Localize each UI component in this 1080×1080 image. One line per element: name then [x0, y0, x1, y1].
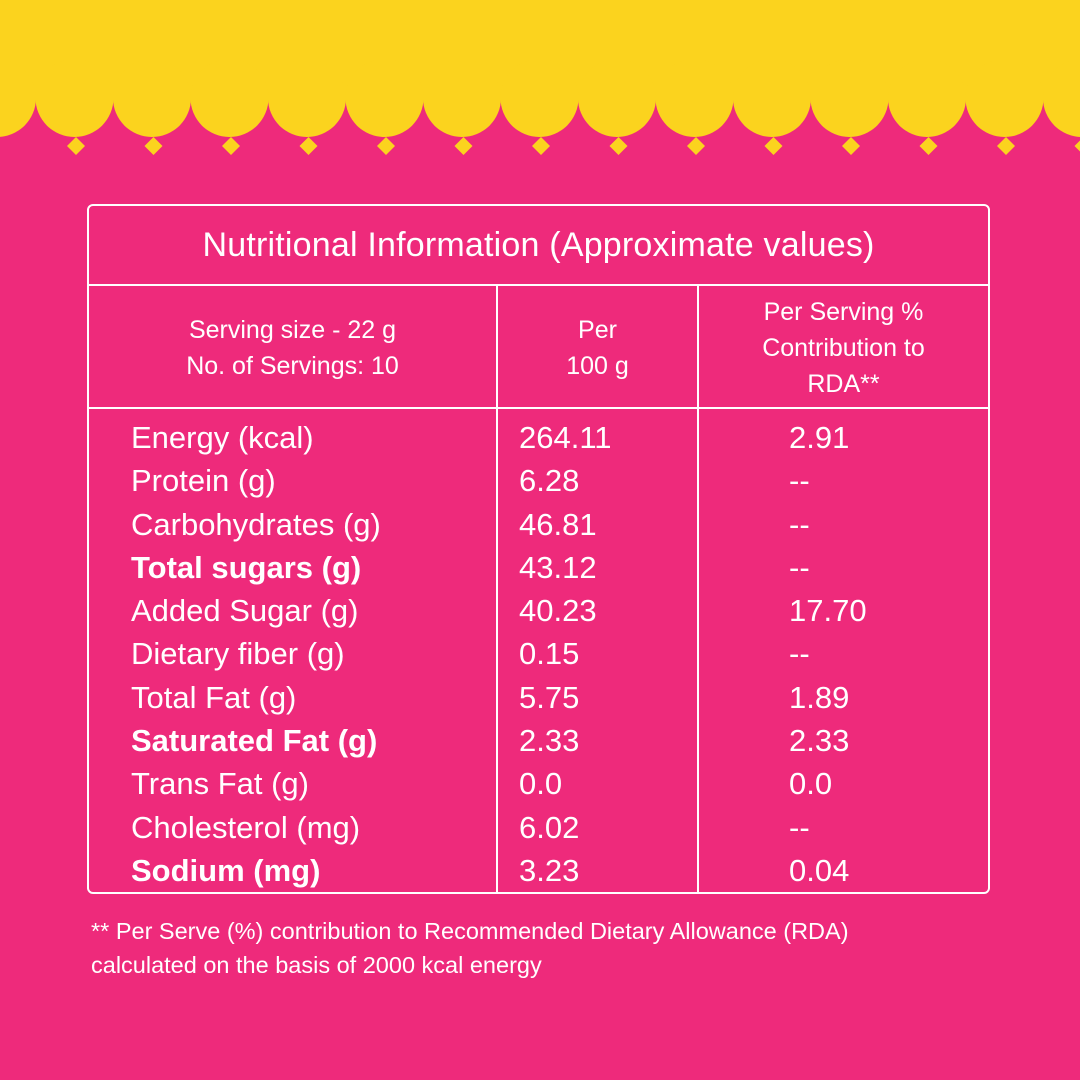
rda-value: 2.33 — [789, 723, 850, 759]
nutrient-name: Trans Fat (g) — [131, 766, 309, 802]
per-100g-value: 46.81 — [519, 506, 597, 542]
banner-diamond — [532, 137, 550, 155]
header-divider — [89, 407, 988, 409]
table-row: Added Sugar (g) 40.23 17.70 — [89, 589, 988, 632]
nutrient-name: Protein (g) — [131, 463, 276, 499]
serving-size-label: Serving size - 22 g — [188, 315, 397, 344]
table-row: Total Fat (g) 5.75 1.89 — [89, 676, 988, 719]
banner-diamond — [842, 137, 860, 155]
banner-diamond — [144, 137, 163, 155]
banner-diamond — [222, 137, 240, 155]
nutrition-table: Nutritional Information (Approximate val… — [87, 204, 990, 894]
nutrient-name: Added Sugar (g) — [131, 593, 359, 629]
per-100g-value: 0.0 — [519, 766, 563, 802]
nutrient-name: Total sugars (g) — [131, 549, 362, 585]
rda-value: -- — [789, 506, 810, 542]
table-row: Total sugars (g) 43.12 -- — [89, 546, 988, 589]
table-row: Dietary fiber (g) 0.15 -- — [89, 632, 988, 675]
rda-footnote: ** Per Serve (%) contribution to Recomme… — [91, 914, 991, 982]
serving-header: Serving size - 22 g No. of Servings: 10 — [89, 288, 496, 407]
banner-scallop — [0, 59, 36, 137]
table-row: Carbohydrates (g) 46.81 -- — [89, 503, 988, 546]
banner-scallop — [810, 59, 889, 137]
rda-value: 2.91 — [789, 420, 850, 455]
banner-scallop — [268, 59, 346, 137]
banner-scallop — [500, 59, 579, 137]
per-100g-value: 5.75 — [519, 679, 580, 715]
table-row: Protein (g) 6.28 -- — [89, 459, 988, 502]
per-100g-value: 2.33 — [519, 723, 580, 759]
banner-scallop — [113, 59, 191, 137]
banner-scallop — [733, 59, 811, 137]
nutrient-name: Saturated Fat (g) — [131, 723, 378, 759]
rda-value: 0.04 — [789, 852, 850, 888]
rda-header-line3: RDA** — [807, 369, 880, 398]
banner-diamond — [377, 137, 395, 155]
nutrient-name: Cholesterol (mg) — [131, 809, 361, 845]
rda-value: 17.70 — [789, 593, 867, 629]
banner-diamond — [1074, 140, 1080, 152]
banner-diamond — [687, 137, 705, 155]
servings-count-label: No. of Servings: 10 — [186, 351, 399, 380]
banner-scallop — [190, 59, 269, 137]
footnote-line2: calculated on the basis of 2000 kcal ene… — [91, 952, 542, 978]
rda-value: -- — [789, 809, 810, 845]
table-row: Sodium (mg) 3.23 0.04 — [89, 849, 988, 892]
table-row: Trans Fat (g) 0.0 0.0 — [89, 762, 988, 805]
banner-scallop — [345, 59, 424, 137]
rda-header: Per Serving % Contribution to RDA** — [699, 288, 988, 407]
rda-value: 1.89 — [789, 679, 850, 715]
banner-scallop — [423, 59, 501, 137]
nutrient-rows: Energy (kcal) 264.11 2.91 Protein (g) 6.… — [89, 416, 988, 892]
banner-diamond — [299, 137, 318, 155]
per-100g-header: Per 100 g — [498, 288, 697, 407]
rda-header-line2: Contribution to — [762, 333, 925, 362]
nutrient-name: Dietary fiber (g) — [131, 636, 345, 672]
banner-diamond — [609, 137, 628, 155]
rda-header-line1: Per Serving % — [763, 297, 924, 326]
scalloped-banner — [0, 0, 1080, 155]
per-100g-line2: 100 g — [566, 351, 629, 380]
table-row: Cholesterol (mg) 6.02 -- — [89, 806, 988, 849]
per-100g-line1: Per — [578, 315, 617, 344]
banner-scallop — [655, 59, 734, 137]
table-row: Energy (kcal) 264.11 2.91 — [89, 416, 988, 459]
nutrient-name: Sodium (mg) — [131, 852, 321, 888]
rda-value: 0.0 — [789, 766, 833, 802]
per-100g-value: 43.12 — [519, 549, 597, 585]
rda-value: -- — [789, 636, 810, 672]
column-divider — [496, 286, 498, 892]
nutrient-name: Total Fat (g) — [131, 679, 297, 715]
table-title: Nutritional Information (Approximate val… — [89, 206, 988, 286]
banner-diamond — [67, 137, 85, 155]
nutrient-name: Energy (kcal) — [131, 420, 314, 455]
banner-scallop — [35, 59, 114, 137]
banner-scallop — [888, 59, 966, 137]
rda-value: -- — [789, 549, 810, 585]
per-100g-value: 6.02 — [519, 809, 580, 845]
table-row: Saturated Fat (g) 2.33 2.33 — [89, 719, 988, 762]
footnote-line1: ** Per Serve (%) contribution to Recomme… — [91, 918, 849, 944]
banner-diamond — [764, 137, 783, 155]
per-100g-value: 264.11 — [519, 420, 612, 455]
per-100g-value: 6.28 — [519, 463, 580, 499]
banner-scallop — [965, 59, 1044, 137]
column-divider — [697, 286, 699, 892]
per-100g-value: 3.23 — [519, 852, 580, 888]
nutrient-name: Carbohydrates (g) — [131, 506, 381, 542]
banner-scallop — [1043, 59, 1080, 137]
banner-diamond — [454, 137, 473, 155]
banner-diamond — [919, 137, 938, 155]
per-100g-value: 0.15 — [519, 636, 580, 672]
banner-diamond — [997, 137, 1015, 155]
banner-scallop — [578, 59, 656, 137]
per-100g-value: 40.23 — [519, 593, 597, 629]
rda-value: -- — [789, 463, 810, 499]
